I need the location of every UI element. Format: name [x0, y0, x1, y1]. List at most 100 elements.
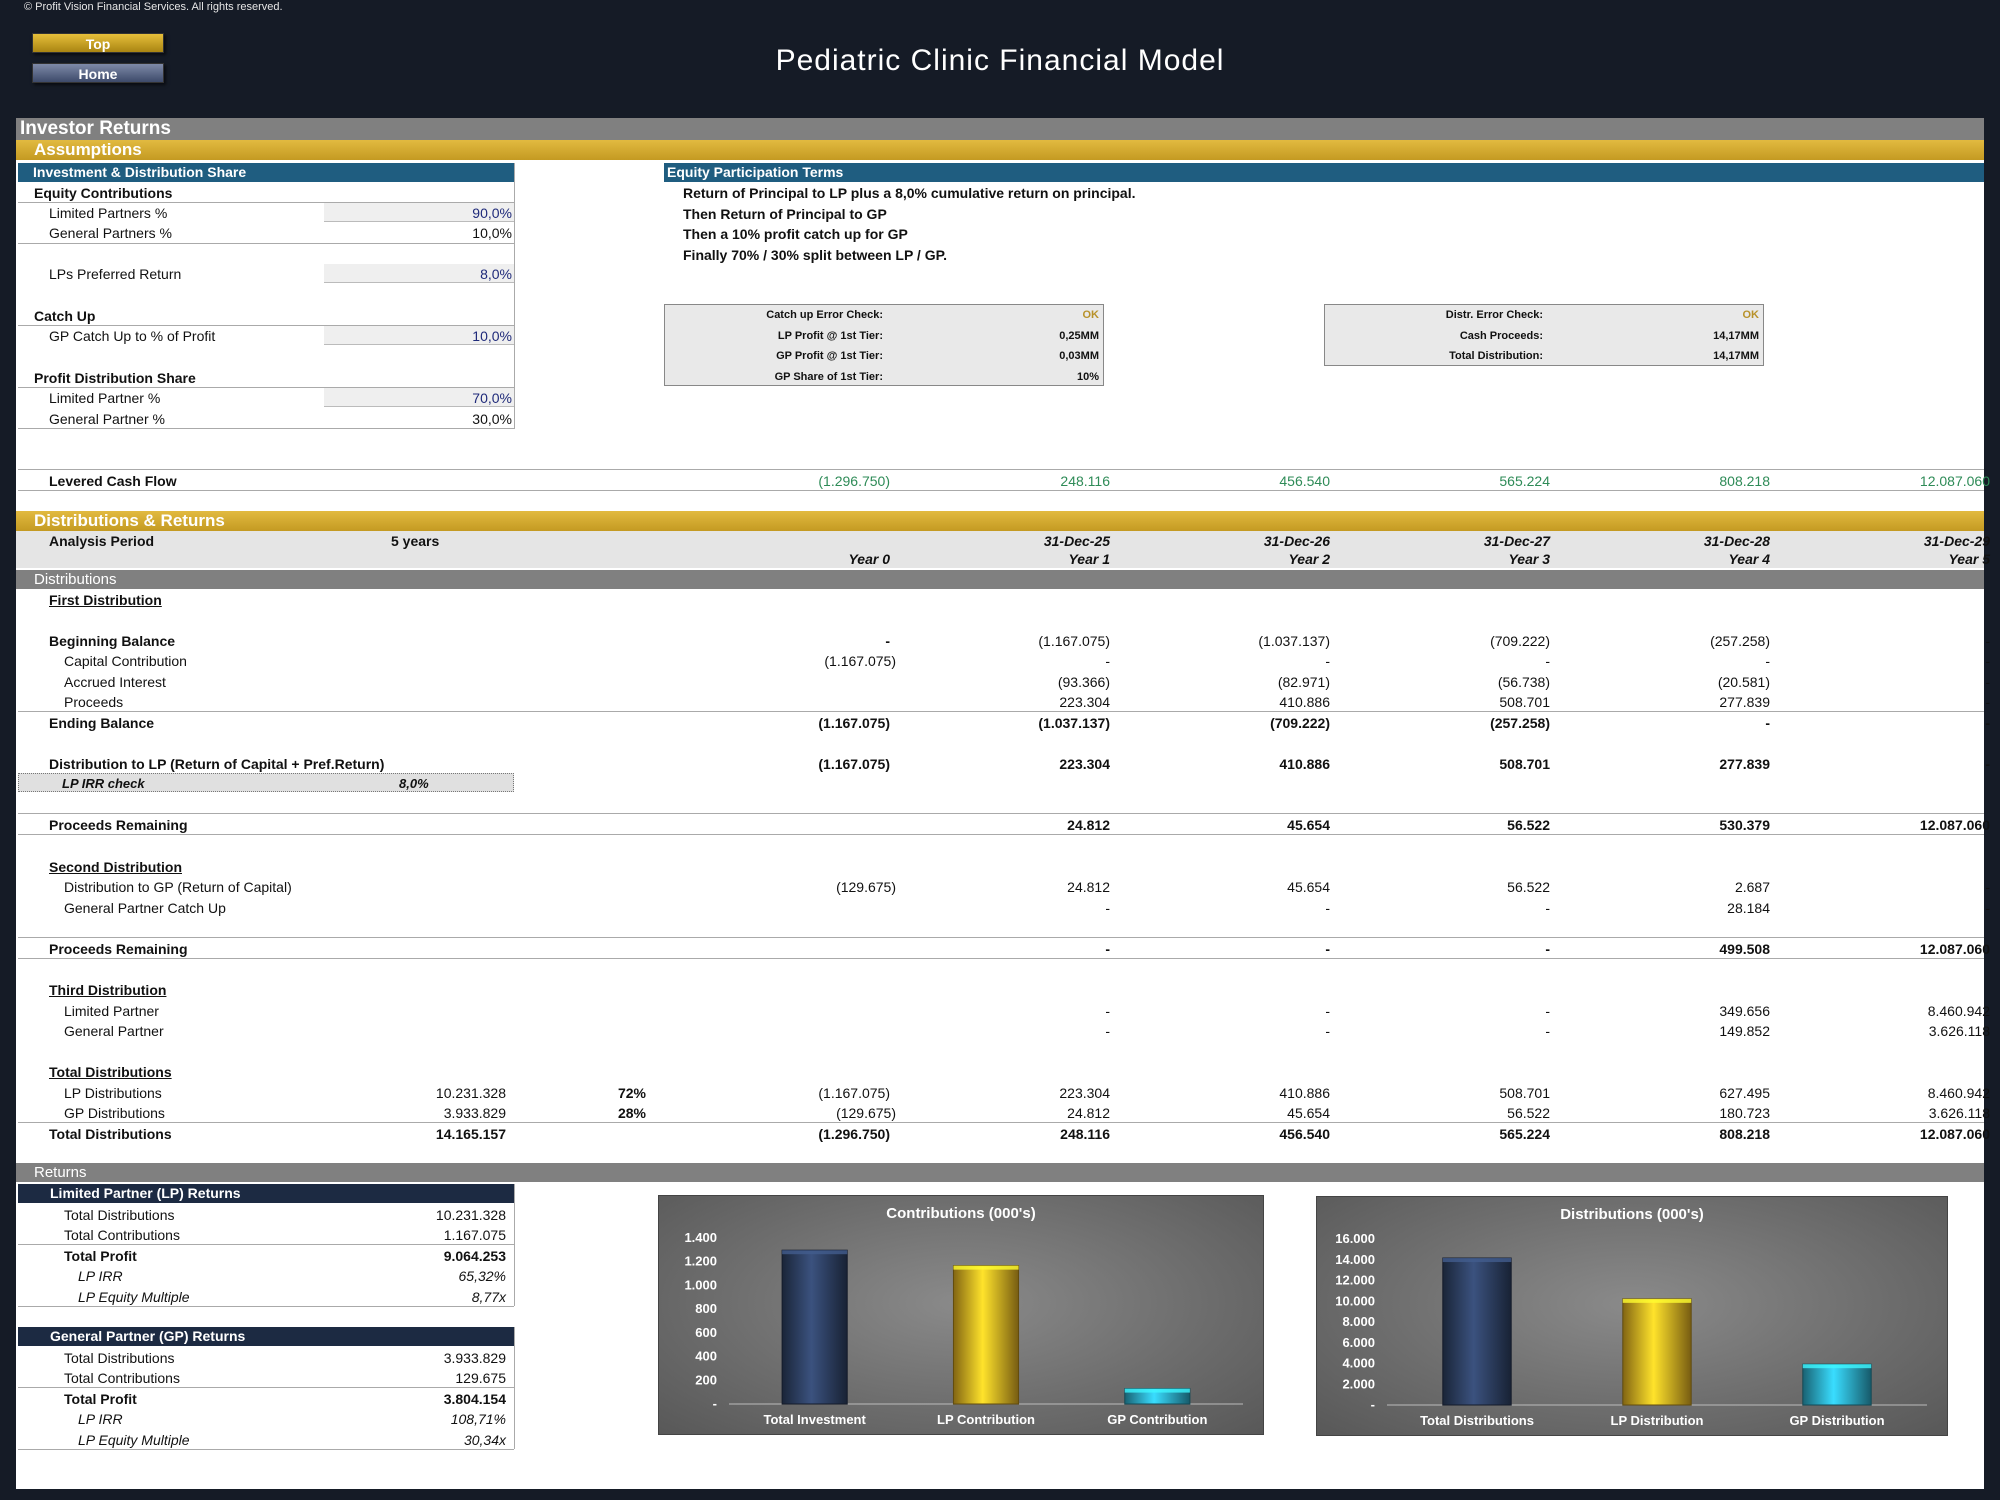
lp-distributions-y3: 508.701 — [1499, 1085, 1550, 1101]
check-label: Distr. Error Check: — [1445, 309, 1543, 321]
contributions-chart: Contributions (000's) - 200 400 600 800 1.000 1… — [658, 1195, 1264, 1435]
y-tick-label: 600 — [695, 1325, 717, 1340]
third-lp-y2: - — [1325, 1003, 1330, 1019]
total-distributions-y5: 12.087.060 — [1919, 1126, 1990, 1142]
check-label: GP Profit @ 1st Tier: — [776, 350, 883, 362]
gp-catch-up-y2: - — [1325, 900, 1330, 916]
third-gp-label: General Partner — [64, 1023, 164, 1039]
lp-total-profit-label: Total Profit — [64, 1248, 137, 1264]
lp-irr-check-row — [18, 773, 514, 792]
beginning-balance-y3: (709.222) — [1490, 633, 1550, 649]
y-tick-label: 10.000 — [1335, 1293, 1375, 1308]
ending-balance-y0: (1.167.075) — [818, 715, 890, 731]
dist-to-lp-y0: (1.167.075) — [818, 756, 890, 772]
check-value: 10% — [1076, 371, 1099, 383]
bar-total-investment — [781, 1249, 848, 1405]
analysis-period-value: 5 years — [391, 533, 440, 549]
x-tick-label: Total Distributions — [1420, 1413, 1534, 1428]
y-tick-label: 400 — [695, 1349, 717, 1364]
home-button[interactable]: Home — [32, 63, 164, 83]
term-line-2: Then Return of Principal to GP — [683, 206, 887, 222]
lp-irr-check-value: 8,0% — [399, 776, 429, 791]
date-y1: 31-Dec-25 — [1043, 533, 1110, 549]
capital-contribution-y4: - — [1765, 653, 1770, 669]
total-distributions-y3: 565.224 — [1499, 1126, 1550, 1142]
total-distributions-y4: 808.218 — [1719, 1126, 1770, 1142]
divider — [18, 937, 1984, 938]
year-0: Year 0 — [848, 551, 890, 567]
term-line-4: Finally 70% / 30% split between LP / GP. — [683, 247, 948, 263]
y-tick-label: 1.200 — [684, 1254, 717, 1269]
y-tick-label: 200 — [695, 1372, 717, 1387]
bar-lp-contribution — [952, 1265, 1020, 1405]
bar-cap — [1802, 1364, 1872, 1369]
beginning-balance-y4: (257.258) — [1710, 633, 1770, 649]
check-label: GP Share of 1st Tier: — [774, 371, 883, 383]
copyright-notice: © Profit Vision Financial Services. All … — [24, 1, 283, 13]
ending-balance-y3: (257.258) — [1490, 715, 1550, 731]
total-distributions-label: Total Distributions — [49, 1126, 172, 1142]
lp-share-input[interactable] — [324, 388, 514, 407]
term-line-1: Return of Principal to LP plus a 8,0% cu… — [683, 185, 1136, 201]
y-tick-label: 800 — [695, 1301, 717, 1316]
gp-catch-value: 10,0% — [472, 328, 512, 344]
bar-gp-distribution — [1802, 1363, 1872, 1406]
returns-header: Returns — [16, 1163, 1984, 1182]
lp-pct-input[interactable] — [324, 203, 514, 222]
proceeds-remaining-1-y2: 45.654 — [1287, 817, 1330, 833]
ending-balance-y1: (1.037.137) — [1038, 715, 1110, 731]
investor-returns-header: Investor Returns — [16, 118, 1984, 140]
ending-balance-y5: - — [1985, 715, 1990, 731]
spreadsheet-sheet: Investor Returns Assumptions Investment … — [16, 118, 1990, 1489]
equity-terms-header: Equity Participation Terms — [664, 163, 1984, 182]
proceeds-remaining-1-y3: 56.522 — [1507, 817, 1550, 833]
date-y4: 31-Dec-28 — [1703, 533, 1770, 549]
gp-catch-up-y5: - — [1985, 900, 1990, 916]
lp-total-contrib-value: 1.167.075 — [443, 1227, 506, 1243]
profit-share-label: Profit Distribution Share — [34, 370, 196, 386]
check-value: 14,17MM — [1713, 350, 1759, 362]
ending-balance-y4: - — [1765, 715, 1770, 731]
levered-cf-y2: 456.540 — [1279, 473, 1330, 489]
y-tick-label: 1.400 — [684, 1230, 717, 1245]
capital-contribution-y1: - — [1105, 653, 1110, 669]
gp-distributions-total: 3.933.829 — [443, 1105, 506, 1121]
dist-to-gp-y1: 24.812 — [1067, 879, 1110, 895]
catch-up-check-box: Catch up Error Check: OK LP Profit @ 1st… — [664, 304, 1104, 386]
lp-pct-value: 90,0% — [472, 205, 512, 221]
lp-total-profit-value: 9.064.253 — [443, 1248, 506, 1264]
gp-distributions-y2: 45.654 — [1287, 1105, 1330, 1121]
chart-svg: Contributions (000's) - 200 400 600 800 1.000 1… — [684, 1205, 1243, 1427]
proceeds-label: Proceeds — [64, 694, 124, 710]
gp-irr-label: LP IRR — [78, 1411, 123, 1427]
levered-cf-label: Levered Cash Flow — [49, 473, 177, 489]
third-gp-y2: - — [1325, 1023, 1330, 1039]
levered-cf-y3: 565.224 — [1499, 473, 1550, 489]
proceeds-y4: 277.839 — [1719, 694, 1770, 710]
divider — [18, 469, 1984, 470]
top-button[interactable]: Top — [32, 33, 164, 53]
third-distribution-title: Third Distribution — [49, 982, 167, 998]
gp-total-contrib-value: 129.675 — [455, 1370, 506, 1386]
check-status: OK — [1742, 309, 1760, 321]
pref-return-input[interactable] — [324, 264, 514, 283]
gp-catch-label: GP Catch Up to % of Profit — [49, 328, 216, 344]
total-distributions-y0: (1.296.750) — [818, 1126, 890, 1142]
gp-catch-input[interactable] — [324, 326, 514, 345]
dist-to-gp-y5: - — [1985, 879, 1990, 895]
third-lp-y3: - — [1545, 1003, 1550, 1019]
date-y5: 31-Dec-29 — [1923, 533, 1990, 549]
bar-total-distributions — [1442, 1257, 1512, 1406]
lp-irr-label: LP IRR — [78, 1268, 123, 1284]
dist-to-lp-y1: 223.304 — [1059, 756, 1110, 772]
lp-irr-check-label: LP IRR check — [62, 776, 145, 791]
proceeds-remaining-2-y5: 12.087.060 — [1919, 941, 1990, 957]
distributions-chart: Distributions (000's) - 2.000 4.000 6.000 8.0… — [1316, 1196, 1948, 1436]
accrued-interest-y5: - — [1985, 674, 1990, 690]
proceeds-remaining-2-y4: 499.508 — [1719, 941, 1770, 957]
check-value: 0,25MM — [1059, 330, 1099, 342]
year-5: Year 5 — [1948, 551, 1990, 567]
date-y3: 31-Dec-27 — [1483, 533, 1550, 549]
gp-distributions-y0: (129.675) — [836, 1105, 896, 1121]
dist-to-gp-y0: (129.675) — [836, 879, 896, 895]
